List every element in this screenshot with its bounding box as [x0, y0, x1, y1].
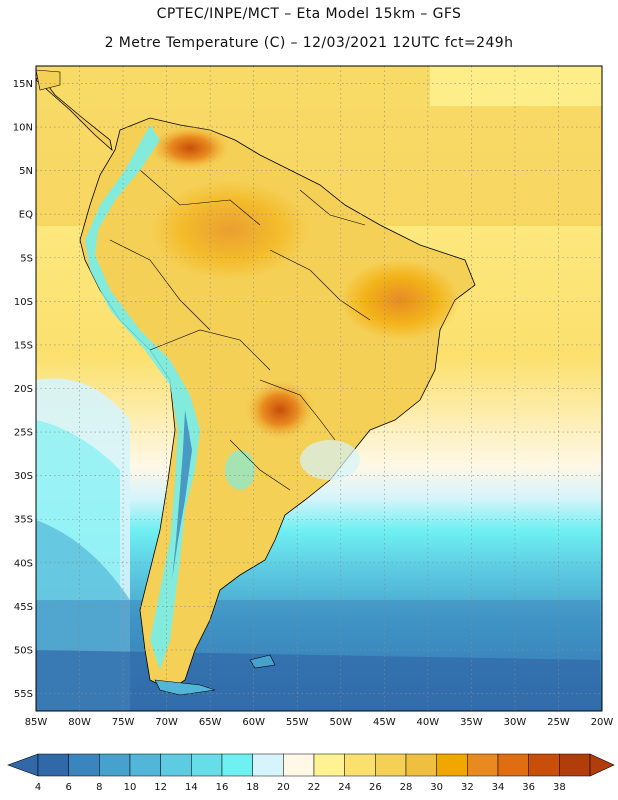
lon-tick-label: 30W	[504, 717, 527, 728]
colorbar-segment	[252, 753, 284, 777]
lat-tick-label: 5S	[20, 253, 33, 264]
andes-core	[172, 410, 192, 580]
lat-tick-label: 50S	[14, 645, 33, 656]
lon-tick-label: 50W	[329, 717, 352, 728]
lat-tick-label: 15N	[13, 79, 33, 90]
colorbar-label: 16	[216, 782, 229, 793]
mexico-edge-landmass	[36, 69, 61, 91]
colorbar-max-arrow	[589, 753, 615, 777]
colorbar-label: 38	[553, 782, 566, 793]
colorbar-label: 22	[308, 782, 321, 793]
amazon-warm-spot	[150, 180, 310, 280]
lon-tick-label: 55W	[286, 717, 309, 728]
lat-tick-label: 25S	[14, 428, 33, 439]
lat-tick-label: 15S	[14, 340, 33, 351]
colorbar-label: 36	[522, 782, 535, 793]
border-guianas	[299, 189, 366, 226]
tierra-del-fuego	[154, 679, 216, 696]
colorbar-label: 20	[277, 782, 290, 793]
colorbar-label: 6	[65, 782, 71, 793]
map-frame	[35, 65, 603, 712]
lon-axis-labels: 85W 80W 75W 70W 65W 60W 55W 50W 45W 40W 35W 30W 25W 2…	[25, 717, 614, 728]
colorbar-segment	[436, 753, 468, 777]
lat-tick-label: EQ	[19, 210, 33, 221]
border-bolivia	[149, 329, 271, 371]
colorbar-segment	[283, 753, 315, 777]
colorbar-segment	[99, 753, 131, 777]
colorbar-label: 24	[338, 782, 351, 793]
colorbar-label: 14	[185, 782, 198, 793]
map-field	[36, 66, 602, 711]
lon-tick-label: 65W	[199, 717, 222, 728]
colorbar-segment	[129, 753, 161, 777]
colorbar-label: 34	[492, 782, 505, 793]
colorbar-label: 8	[96, 782, 102, 793]
lat-tick-label: 45S	[14, 602, 33, 613]
colorbar-segment	[68, 753, 100, 777]
colorbar-segment	[191, 753, 223, 777]
lat-axis-labels: 15N 10N 5N EQ 5S 10S 15S 20S 25S 30S 35S 40S 45S 50S 5…	[13, 79, 33, 700]
colorbar-label: 18	[246, 782, 259, 793]
lon-tick-label: 60W	[242, 717, 265, 728]
lon-tick-label: 45W	[373, 717, 396, 728]
colorbar-segment	[160, 753, 192, 777]
border-argentina-north	[229, 439, 291, 491]
colorbar-segment	[467, 753, 499, 777]
colorbar: 4 6 8 10 12 14 16 18 20 22 24 26 28 30 32 34 36 38	[7, 753, 615, 793]
lat-tick-label: 55S	[14, 689, 33, 700]
country-borders	[109, 169, 371, 491]
lat-tick-label: 20S	[14, 384, 33, 395]
colorbar-label: 10	[124, 782, 137, 793]
andes-cold-strip	[85, 125, 200, 670]
lat-tick-label: 10N	[13, 123, 33, 134]
colorbar-segment	[37, 753, 69, 777]
uruguay-cool-spot	[300, 440, 360, 480]
colorbar-label: 28	[400, 782, 413, 793]
colorbar-min-arrow	[7, 753, 39, 777]
paraguay-hot-spot	[245, 380, 315, 440]
lat-tick-label: 35S	[14, 515, 33, 526]
lat-tick-label: 30S	[14, 471, 33, 482]
colorbar-segment	[313, 753, 345, 777]
colorbar-segment	[375, 753, 407, 777]
colorbar-label: 4	[35, 782, 41, 793]
lon-tick-label: 35W	[460, 717, 483, 728]
colorbar-segment	[221, 753, 253, 777]
colorbar-label: 30	[430, 782, 443, 793]
colorbar-segment	[559, 753, 591, 777]
lon-tick-label: 85W	[25, 717, 48, 728]
lon-tick-label: 25W	[547, 717, 570, 728]
lat-tick-label: 10S	[14, 297, 33, 308]
lat-tick-label: 40S	[14, 558, 33, 569]
brazil-hot-spot	[340, 260, 460, 340]
lon-tick-label: 75W	[112, 717, 135, 728]
chart-title-line1: CPTEC/INPE/MCT – Eta Model 15km – GFS	[156, 6, 462, 22]
border-peru-brazil	[109, 239, 211, 331]
venezuela-hot-spot	[150, 126, 230, 170]
lat-tick-label: 5N	[19, 166, 33, 177]
lon-tick-label: 20W	[591, 717, 614, 728]
colorbar-segment	[405, 753, 437, 777]
colorbar-segment	[344, 753, 376, 777]
deep-south-field	[36, 650, 600, 711]
border-brazil-states	[269, 249, 371, 321]
ne-cool-patch	[430, 66, 602, 106]
falkland-islands	[249, 654, 276, 669]
colorbar-label: 32	[461, 782, 474, 793]
chart-title-line2: 2 Metre Temperature (C) – 12/03/2021 12U…	[104, 35, 514, 51]
colorbar-segment	[497, 753, 529, 777]
colorbar-label: 12	[154, 782, 167, 793]
colorbar-label: 26	[369, 782, 382, 793]
border-paraguay	[259, 379, 336, 441]
border-colombia-brazil	[139, 169, 261, 226]
colorbar-segment	[528, 753, 560, 777]
lon-tick-label: 80W	[68, 717, 91, 728]
argentina-cool-spot	[225, 450, 255, 490]
lon-tick-label: 40W	[417, 717, 440, 728]
lon-tick-label: 70W	[155, 717, 178, 728]
